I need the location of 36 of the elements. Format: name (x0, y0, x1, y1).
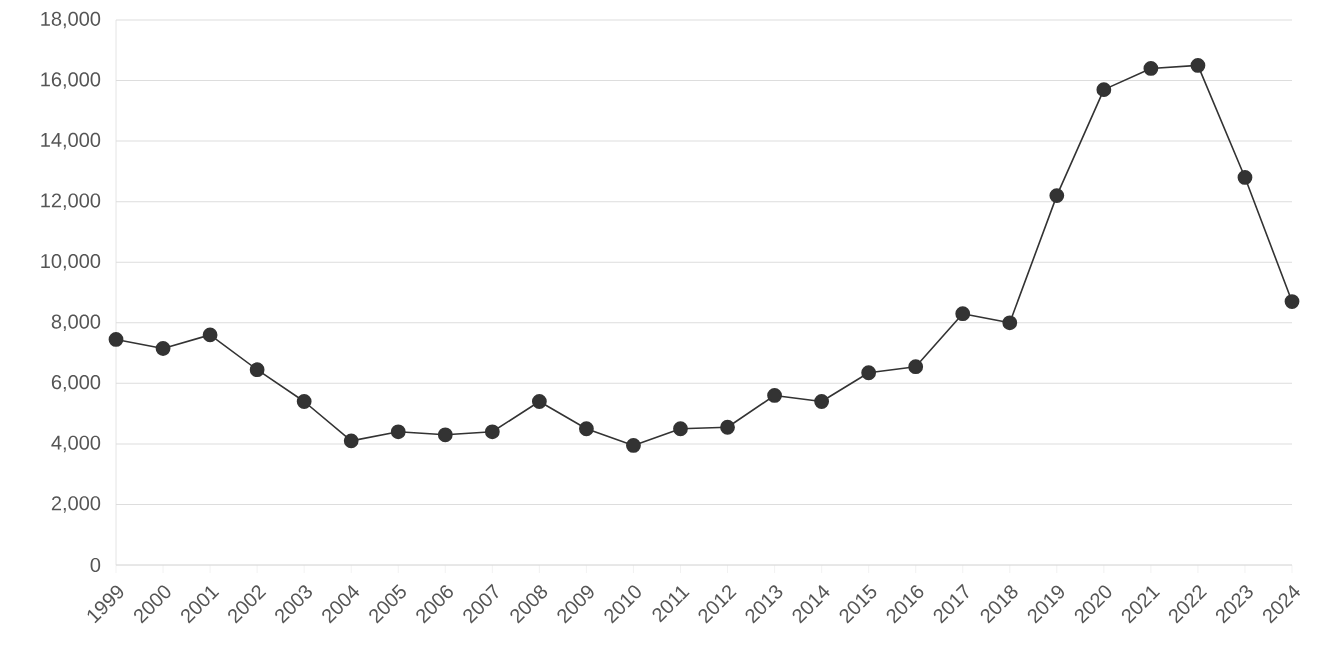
y-tick-label: 12,000 (41, 193, 101, 210)
point (1284, 294, 1300, 309)
y-tick-label: 0 (90, 557, 101, 573)
point (202, 327, 218, 343)
point (1096, 82, 1112, 98)
point (1143, 61, 1159, 76)
y-tick-label: 16,000 (41, 72, 101, 89)
point (861, 365, 877, 381)
point (626, 438, 641, 453)
point (437, 427, 453, 443)
y-tick-label: 4,000 (51, 435, 101, 453)
point (296, 394, 312, 409)
point (579, 421, 594, 437)
y-tick-label: 6,000 (51, 375, 101, 392)
point (767, 388, 782, 403)
y-tick-label: 8,000 (51, 314, 101, 332)
point (720, 419, 735, 435)
point (108, 332, 124, 347)
point (1049, 188, 1065, 204)
point (531, 394, 547, 409)
point (814, 394, 830, 409)
point (673, 421, 688, 437)
point (390, 424, 406, 440)
point (1002, 315, 1018, 331)
point (343, 433, 359, 449)
point (955, 306, 971, 322)
point (155, 341, 171, 356)
point (484, 424, 500, 440)
y-tick-label: 2,000 (51, 496, 101, 513)
point (908, 359, 924, 375)
point (1190, 58, 1206, 73)
y-tick-label: 18,000 (41, 11, 101, 29)
y-tick-label: 14,000 (41, 132, 101, 150)
point (249, 362, 265, 378)
point (1237, 170, 1253, 185)
y-tick-label: 10,000 (41, 253, 101, 271)
